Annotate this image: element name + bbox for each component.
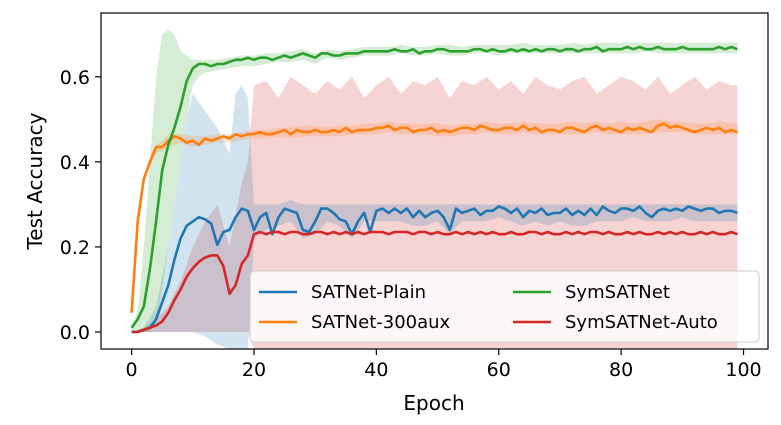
band-satnet-plain	[131, 85, 738, 349]
y-tick-label: 0.0	[60, 322, 90, 344]
y-tick-label: 0.4	[60, 152, 90, 174]
series-lines	[130, 45, 738, 334]
legend-label-symsatnet: SymSATNet	[565, 282, 670, 303]
legend-label-satnet-plain: SATNet-Plain	[311, 282, 426, 303]
x-tick-label: 60	[487, 359, 511, 381]
legend-box	[249, 270, 760, 343]
series-line-satnet-300aux	[130, 122, 738, 313]
y-tick-label: 0.2	[60, 237, 90, 259]
legend: SATNet-Plain SATNet-300aux SymSATNet SymSAT…	[249, 270, 760, 343]
series-line-symsatnet-auto	[131, 230, 738, 334]
y-axis-ticks: 0.0 0.2 0.4 0.6	[60, 67, 101, 344]
y-axis-title: Test Accuracy	[23, 112, 47, 250]
x-tick-label: 20	[242, 359, 266, 381]
x-axis-ticks: 0 20 40 60 80 100	[126, 349, 762, 381]
x-tick-label: 100	[725, 359, 761, 381]
x-tick-label: 80	[609, 359, 633, 381]
legend-label-symsatnet-auto: SymSATNet-Auto	[565, 312, 718, 333]
legend-label-satnet-300aux: SATNet-300aux	[311, 312, 451, 333]
band-symsatnet	[131, 30, 738, 332]
x-axis-title: Epoch	[403, 391, 464, 415]
band-satnet-300aux	[131, 119, 738, 315]
series-line-satnet-plain	[131, 205, 738, 334]
plot-frame	[100, 12, 769, 350]
x-tick-label: 40	[364, 359, 388, 381]
x-tick-label: 0	[126, 359, 138, 381]
y-tick-label: 0.6	[60, 67, 90, 89]
series-line-symsatnet	[130, 45, 738, 329]
